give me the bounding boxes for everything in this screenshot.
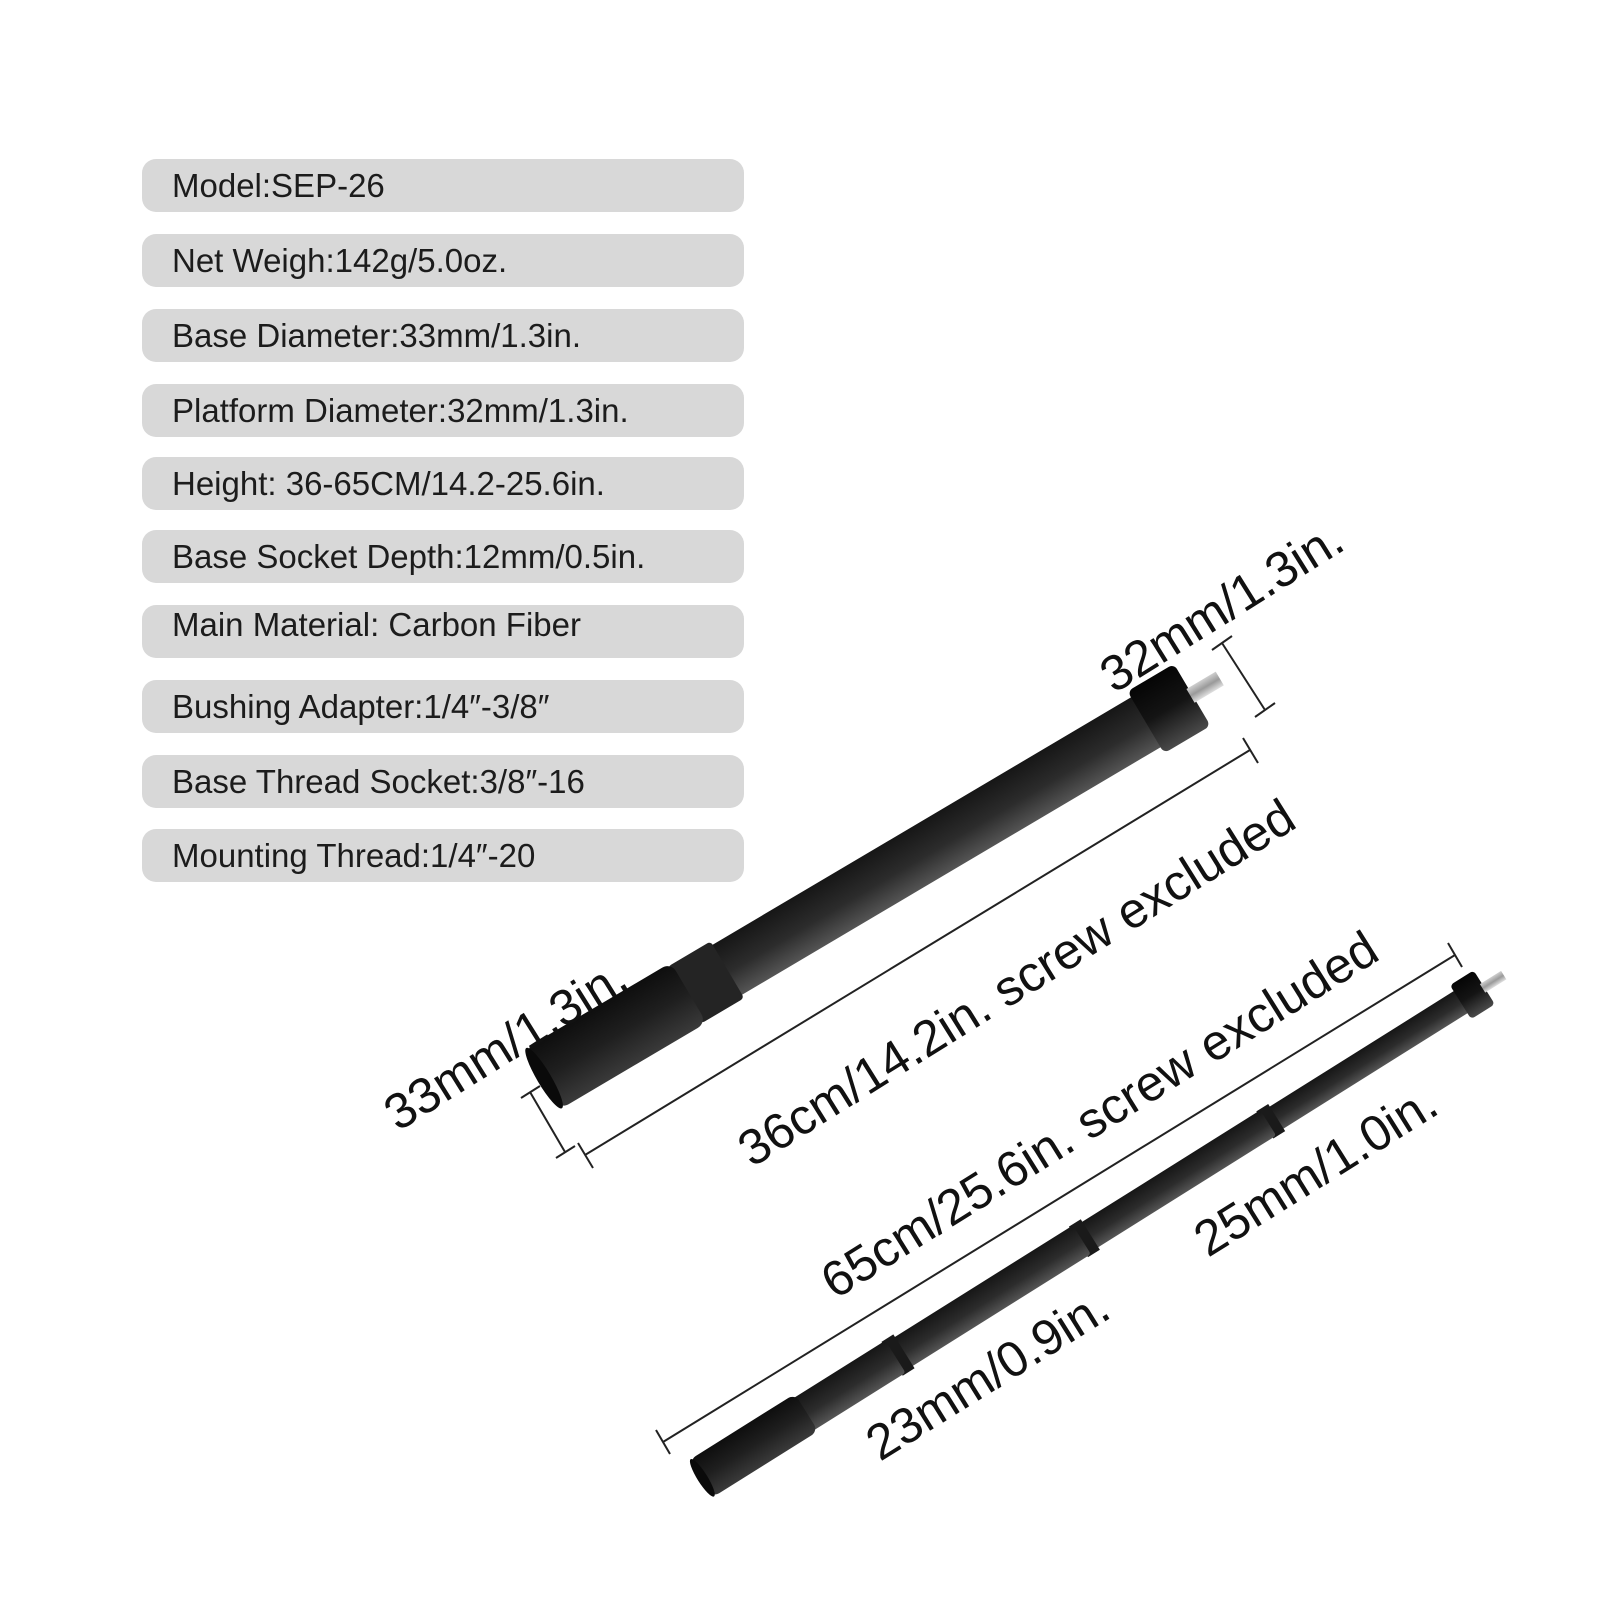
collapsed-base-grip <box>528 966 703 1106</box>
extended-platform-cap <box>1451 971 1494 1018</box>
collapsed-base-end <box>525 1047 563 1109</box>
extended-base-grip <box>691 1396 816 1495</box>
extended-joint-2 <box>1068 1219 1100 1258</box>
collapsed-pole <box>525 666 1224 1109</box>
platform-diameter-label: 32mm/1.3in. <box>1090 510 1353 703</box>
spec-base-socket-depth: Base Socket Depth:12mm/0.5in. <box>142 530 744 583</box>
extended-mounting-screw <box>1479 970 1507 993</box>
extended-pole <box>689 970 1507 1497</box>
spec-mounting-thread: Mounting Thread:1/4″-20 <box>142 829 744 882</box>
spec-base-diameter: Base Diameter:33mm/1.3in. <box>142 309 744 362</box>
spec-net-weight: Net Weigh:142g/5.0oz. <box>142 234 744 287</box>
spec-bushing-adapter: Bushing Adapter:1/4″-3/8″ <box>142 680 744 733</box>
collapsed-inner-grip <box>669 942 743 1023</box>
extended-section-lower <box>891 1226 1090 1368</box>
dimension-lines <box>520 635 1463 1455</box>
spec-base-thread-socket: Base Thread Socket:3/8″-16 <box>142 755 744 808</box>
collapsed-carbon-tube <box>628 692 1171 1044</box>
spec-height: Height: 36-65CM/14.2-25.6in. <box>142 457 744 510</box>
extended-section-upper <box>1079 1111 1276 1249</box>
spec-model: Model:SEP-26 <box>142 159 744 212</box>
collapsed-length-label: 36cm/14.2in. screw excluded <box>728 788 1304 1177</box>
spec-main-material: Main Material: Carbon Fiber <box>142 605 744 658</box>
extended-joint-1 <box>1256 1103 1286 1139</box>
collapsed-mounting-screw <box>1186 671 1224 703</box>
extended-joint-3 <box>881 1334 915 1376</box>
spec-platform-diameter: Platform Diameter:32mm/1.3in. <box>142 384 744 437</box>
extended-base-end <box>689 1458 715 1497</box>
extended-section-top <box>1266 988 1474 1131</box>
collapsed-platform-cap <box>1129 666 1209 752</box>
extended-section-bottom <box>793 1341 905 1431</box>
